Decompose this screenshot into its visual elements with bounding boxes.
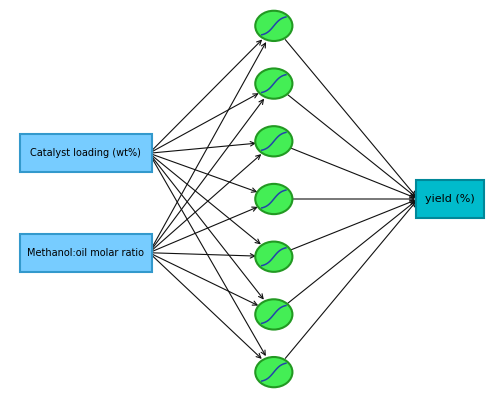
Circle shape (255, 184, 292, 214)
FancyBboxPatch shape (415, 180, 483, 218)
Text: Catalyst loading (wt%): Catalyst loading (wt%) (30, 148, 141, 158)
FancyBboxPatch shape (20, 234, 151, 271)
FancyBboxPatch shape (20, 134, 151, 172)
Circle shape (255, 357, 292, 387)
Circle shape (255, 68, 292, 99)
Circle shape (255, 11, 292, 41)
Text: Methanol:oil molar ratio: Methanol:oil molar ratio (27, 248, 144, 258)
Circle shape (255, 126, 292, 156)
Text: yield (%): yield (%) (424, 194, 474, 204)
Circle shape (255, 299, 292, 330)
Circle shape (255, 242, 292, 272)
